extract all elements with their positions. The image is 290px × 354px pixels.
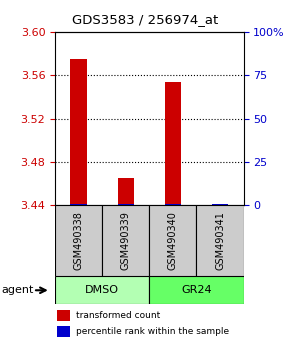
FancyBboxPatch shape [149, 205, 196, 276]
Bar [117, 204, 134, 205]
Text: percentile rank within the sample: percentile rank within the sample [76, 327, 229, 336]
Text: GSM490339: GSM490339 [121, 211, 131, 270]
Bar [212, 204, 228, 205]
Text: GR24: GR24 [181, 285, 212, 295]
Bar [212, 204, 228, 205]
Bar [70, 204, 87, 205]
FancyBboxPatch shape [55, 205, 102, 276]
Bar [117, 178, 134, 205]
Text: GDS3583 / 256974_at: GDS3583 / 256974_at [72, 13, 218, 26]
FancyBboxPatch shape [55, 276, 149, 304]
Text: transformed count: transformed count [76, 312, 160, 320]
Text: agent: agent [1, 285, 34, 295]
Text: GSM490340: GSM490340 [168, 211, 178, 270]
FancyBboxPatch shape [149, 276, 244, 304]
Text: GSM490341: GSM490341 [215, 211, 225, 270]
Text: GSM490338: GSM490338 [74, 211, 84, 270]
Bar [57, 310, 70, 321]
Bar [165, 204, 181, 205]
FancyBboxPatch shape [196, 205, 244, 276]
Bar [70, 59, 87, 205]
Text: DMSO: DMSO [85, 285, 119, 295]
FancyBboxPatch shape [102, 205, 149, 276]
Bar [165, 82, 181, 205]
Bar [57, 326, 70, 337]
